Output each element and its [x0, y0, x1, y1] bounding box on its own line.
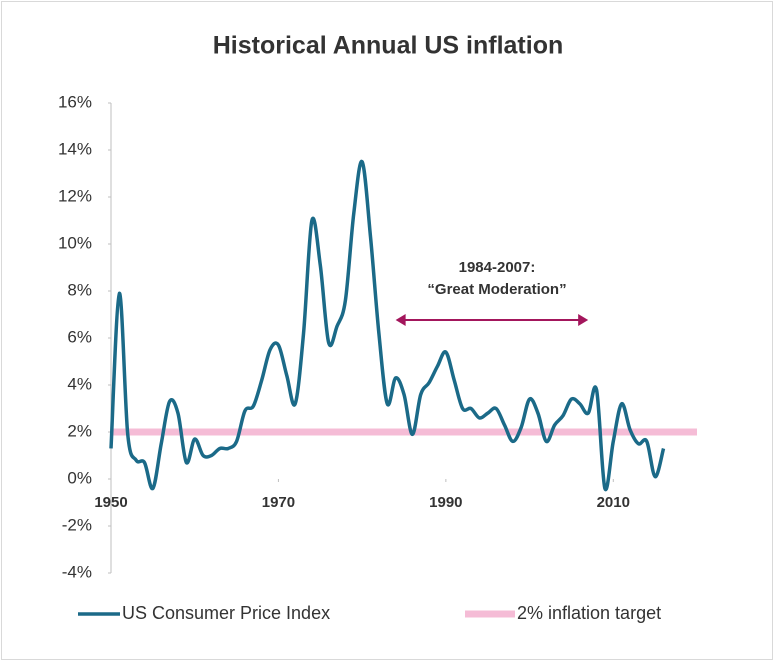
x-tick-label: 1950 [94, 494, 127, 511]
x-tick-label: 1990 [429, 494, 462, 511]
arrow-head [395, 314, 406, 326]
y-tick-label: 8% [67, 280, 92, 299]
arrow-head [578, 314, 589, 326]
cpi-line [109, 159, 666, 492]
x-tick-label: 1970 [262, 494, 295, 511]
y-tick-label: 16% [58, 92, 92, 111]
x-tick-label: 2010 [597, 494, 630, 511]
y-tick-label: 14% [58, 139, 92, 158]
y-tick-label: -2% [62, 515, 92, 534]
y-tick-label: 4% [67, 374, 92, 393]
y-tick-label: 2% [67, 421, 92, 440]
legend-label: 2% inflation target [517, 603, 661, 623]
y-tick-label: 12% [58, 186, 92, 205]
annotation-text: “Great Moderation” [427, 281, 566, 298]
legend-label: US Consumer Price Index [122, 603, 330, 623]
y-tick-label: 0% [67, 468, 92, 487]
y-tick-label: 10% [58, 233, 92, 252]
annotation-text: 1984-2007: [459, 259, 536, 276]
chart-title: Historical Annual US inflation [213, 32, 564, 60]
y-tick-label: 6% [67, 327, 92, 346]
y-tick-label: -4% [62, 562, 92, 581]
